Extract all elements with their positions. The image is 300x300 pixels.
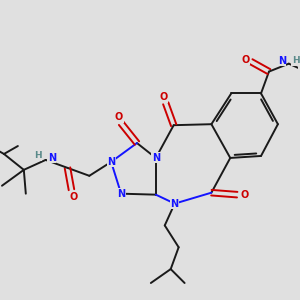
- Text: O: O: [160, 92, 168, 102]
- Text: H: H: [34, 152, 42, 160]
- Text: O: O: [115, 112, 123, 122]
- Text: H: H: [292, 56, 299, 65]
- Text: N: N: [152, 153, 160, 163]
- Text: N: N: [117, 189, 125, 199]
- Text: N: N: [48, 153, 56, 163]
- Text: N: N: [171, 199, 179, 208]
- Text: O: O: [241, 55, 249, 65]
- Text: O: O: [69, 192, 78, 202]
- Text: N: N: [107, 157, 115, 167]
- Text: O: O: [240, 190, 248, 200]
- Text: N: N: [278, 56, 286, 66]
